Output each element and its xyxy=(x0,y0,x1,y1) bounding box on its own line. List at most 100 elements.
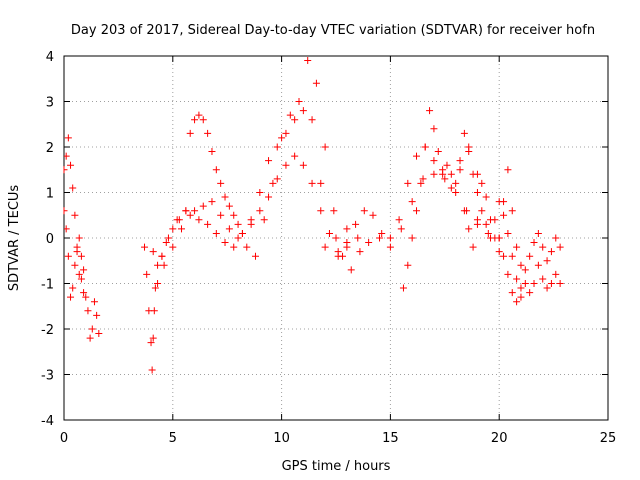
data-point xyxy=(521,280,529,287)
series-track-11 xyxy=(443,129,525,301)
data-point xyxy=(413,207,421,215)
data-point xyxy=(473,189,481,196)
data-point xyxy=(552,234,560,242)
data-point xyxy=(441,175,449,183)
series-track-3 xyxy=(82,293,103,342)
data-point xyxy=(504,229,512,237)
series-track-1 xyxy=(63,134,88,283)
data-point xyxy=(95,330,103,338)
data-point xyxy=(404,261,412,269)
data-point xyxy=(260,216,268,224)
y-axis-label: SDTVAR / TECUs xyxy=(7,185,22,292)
data-point xyxy=(334,252,342,260)
y-tick-label: 2 xyxy=(46,141,54,156)
data-point xyxy=(182,207,190,215)
data-point xyxy=(465,143,473,151)
data-point xyxy=(169,225,177,233)
data-point xyxy=(517,284,525,292)
data-point xyxy=(195,111,203,119)
data-point xyxy=(312,79,320,87)
data-point xyxy=(199,116,207,124)
data-point xyxy=(534,261,542,269)
data-point xyxy=(199,202,207,210)
data-point xyxy=(543,284,551,292)
data-point xyxy=(69,184,77,192)
data-point xyxy=(547,280,555,287)
data-point xyxy=(154,280,162,287)
data-point xyxy=(430,170,438,178)
data-point xyxy=(149,248,157,256)
data-point xyxy=(86,334,94,342)
data-point xyxy=(517,261,525,269)
data-point xyxy=(88,325,96,333)
data-point xyxy=(247,220,255,228)
chart-title: Day 203 of 2017, Sidereal Day-to-day VTE… xyxy=(71,23,595,38)
data-point xyxy=(513,275,521,283)
x-tick-label: 0 xyxy=(60,431,68,446)
data-point xyxy=(273,143,281,151)
y-tick-label: 4 xyxy=(46,50,54,65)
data-point xyxy=(282,161,290,169)
data-point xyxy=(332,234,340,242)
data-point xyxy=(230,211,238,219)
data-point xyxy=(456,166,464,174)
x-tick-label: 20 xyxy=(491,431,508,446)
data-point xyxy=(530,239,538,247)
data-point xyxy=(150,307,158,315)
data-point xyxy=(556,243,564,251)
data-point xyxy=(234,220,242,228)
data-point xyxy=(500,252,508,260)
data-point xyxy=(173,216,181,224)
data-point xyxy=(234,234,242,242)
data-point xyxy=(356,248,364,256)
axes: 0 5 10 15 20 25 -4 -3 -2 -1 0 1 2 3 4 xyxy=(41,50,616,446)
data-point xyxy=(143,270,151,278)
data-point xyxy=(354,234,362,242)
x-tick-label: 15 xyxy=(382,431,399,446)
data-point xyxy=(547,248,555,256)
data-point xyxy=(269,179,277,187)
data-point xyxy=(495,234,503,242)
data-point xyxy=(230,243,238,251)
data-point xyxy=(469,170,477,178)
data-point xyxy=(543,257,551,265)
data-point xyxy=(221,193,229,201)
data-point xyxy=(352,220,360,228)
series-track-8 xyxy=(247,107,481,260)
data-point xyxy=(63,207,68,215)
series-track-6 xyxy=(154,152,351,287)
data-point xyxy=(195,216,203,224)
data-point xyxy=(456,157,464,165)
data-point xyxy=(526,252,534,260)
data-point xyxy=(321,243,329,251)
data-point xyxy=(225,202,233,210)
data-point xyxy=(513,298,521,306)
data-point xyxy=(238,229,246,237)
data-point xyxy=(386,243,394,251)
data-point xyxy=(504,270,512,278)
data-point xyxy=(75,270,83,278)
data-series xyxy=(63,57,564,374)
data-point xyxy=(556,280,564,287)
data-point xyxy=(299,107,307,115)
data-point xyxy=(317,207,325,215)
data-point xyxy=(408,234,416,242)
data-point xyxy=(395,216,403,224)
data-point xyxy=(191,207,199,215)
data-point xyxy=(460,207,468,215)
data-point xyxy=(539,275,547,283)
data-point xyxy=(513,243,521,251)
data-point xyxy=(162,239,170,247)
data-point xyxy=(295,98,303,105)
data-point xyxy=(64,252,72,260)
data-point xyxy=(478,179,486,187)
data-point xyxy=(64,152,70,160)
data-point xyxy=(517,293,525,301)
data-point xyxy=(160,261,168,269)
data-point xyxy=(465,225,473,233)
data-point xyxy=(278,134,286,142)
data-point xyxy=(417,179,425,187)
data-point xyxy=(204,129,212,137)
data-point xyxy=(534,229,542,237)
data-point xyxy=(186,129,194,137)
